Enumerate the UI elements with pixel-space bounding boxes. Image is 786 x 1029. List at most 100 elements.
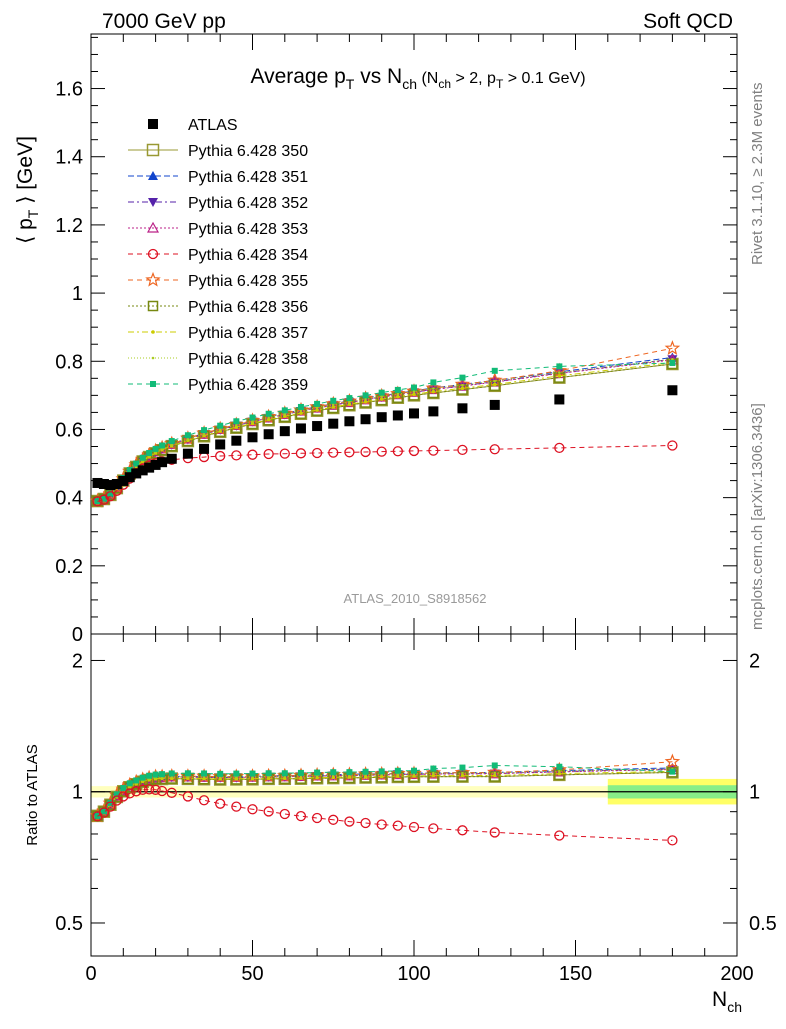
legend-entry: Pythia 6.428 352 [128, 195, 308, 212]
data-point [489, 444, 500, 455]
ratio-series [89, 753, 681, 846]
data-point [460, 386, 465, 391]
series-pythia-6-428-359 [94, 359, 676, 505]
data-point [669, 359, 676, 366]
series-atlas [92, 385, 678, 491]
ratio-point [124, 788, 135, 799]
series-line [97, 362, 673, 502]
series-line [97, 347, 673, 502]
ratio-point [120, 784, 127, 791]
main-ytick-label: 0.8 [55, 351, 83, 373]
ratio-point [295, 811, 307, 822]
ratio-point [347, 775, 352, 779]
ratio-point [131, 786, 142, 797]
data-point [100, 495, 107, 502]
data-point [346, 395, 353, 402]
main-ticks: 0 0.2 0.4 0.6 0.8 1 1.2 1.4 1.6 [55, 34, 738, 646]
data-point [133, 460, 140, 467]
main-title: Average pT vs Nch (Nch > 2, pT > 0.1 GeV… [250, 65, 585, 92]
data-point [558, 371, 561, 374]
ratio-bands [91, 778, 737, 805]
ratio-xtick-label: 100 [397, 963, 430, 985]
legend-entry: Pythia 6.428 358 [128, 351, 308, 368]
data-point [557, 374, 562, 378]
ratio-point [664, 753, 681, 769]
ratio-point [263, 806, 274, 817]
data-point [283, 412, 287, 416]
legend-entry: Pythia 6.428 357 [128, 325, 308, 342]
data-point [430, 379, 437, 386]
main-ytick-label: 0.2 [55, 556, 83, 578]
ratio-point [98, 807, 110, 818]
legend: ATLAS Pythia 6.428 350 Pythia 6.428 351 Pyt… [128, 117, 308, 394]
ratio-point [408, 821, 420, 833]
data-point [344, 447, 355, 458]
data-point [378, 389, 385, 396]
ratio-point [411, 767, 417, 774]
ratio-series-pythia-6-428-354 [92, 784, 678, 846]
legend-label: Pythia 6.428 352 [188, 195, 308, 212]
ratio-point [107, 799, 114, 806]
data-point [168, 438, 175, 445]
data-point [315, 408, 319, 412]
ratio-xtick-label: 150 [559, 963, 592, 985]
legend-label: Pythia 6.428 355 [188, 273, 308, 290]
legend-marker [151, 330, 155, 334]
legend-marker [148, 171, 158, 180]
data-point [184, 432, 191, 439]
data-point [107, 490, 114, 497]
ratio-ytick-label-left: 0.5 [55, 913, 83, 935]
data-point [251, 419, 254, 423]
data-point [281, 407, 288, 414]
series-pythia-6-428-351 [92, 352, 678, 506]
data-point [362, 392, 369, 399]
data-point [297, 403, 304, 410]
ratio-point [492, 773, 497, 778]
data-point [556, 363, 563, 370]
ratio-ticks: 0.5 0.5 1 1 2 2 0 50 100 150 200 [55, 634, 777, 985]
data-point [311, 447, 323, 459]
data-point [235, 423, 238, 427]
data-point [344, 416, 355, 427]
ratio-point [198, 795, 210, 806]
data-point [266, 417, 271, 422]
legend-marker [151, 356, 155, 360]
ratio-point [297, 769, 304, 776]
data-point [234, 425, 239, 429]
data-point [215, 450, 226, 462]
ratio-point [330, 769, 337, 776]
series-line [97, 357, 673, 502]
data-point [396, 394, 400, 399]
legend-label: Pythia 6.428 353 [188, 221, 308, 238]
data-point [157, 457, 168, 468]
data-point [493, 379, 497, 383]
main-series [89, 340, 681, 508]
legend-entry: Pythia 6.428 354 [128, 247, 308, 264]
ratio-point [184, 770, 191, 777]
series-line [97, 359, 673, 502]
ratio-point [137, 784, 148, 795]
ratio-point [281, 770, 288, 777]
data-point [92, 496, 103, 507]
data-point [457, 403, 468, 414]
data-point [295, 423, 306, 434]
ratio-point [265, 770, 272, 777]
ratio-xlabel: Nch [712, 988, 742, 1015]
header-left: 7000 GeV pp [102, 10, 226, 33]
data-point [267, 416, 270, 419]
series-line [97, 358, 673, 502]
series-line [97, 445, 673, 502]
data-point [360, 414, 371, 425]
data-point [491, 367, 498, 374]
ratio-ylabel: Ratio to ATLAS [24, 744, 41, 845]
ratio-point [279, 808, 290, 820]
data-point [328, 418, 339, 429]
legend-label: Pythia 6.428 357 [188, 325, 308, 342]
data-point [428, 445, 439, 456]
data-point [379, 397, 384, 401]
data-point [111, 479, 122, 489]
ratio-point [311, 812, 323, 824]
ratio-point [394, 767, 401, 774]
main-plot: 0 0.2 0.4 0.6 0.8 1 1.2 1.4 1.6 Average pT vs Nc… [14, 33, 738, 646]
data-point [348, 400, 351, 404]
